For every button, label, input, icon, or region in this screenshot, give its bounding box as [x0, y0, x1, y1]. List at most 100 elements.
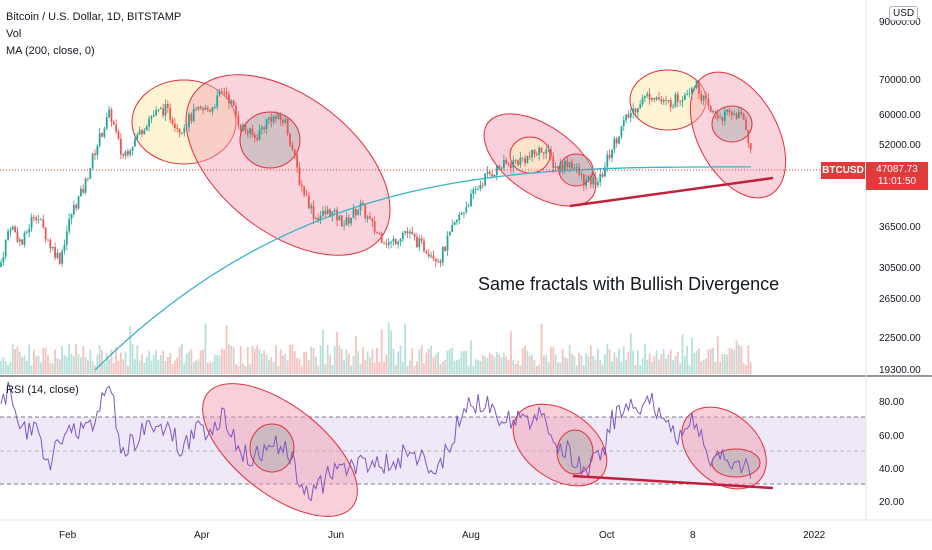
candle-body[interactable]	[216, 95, 219, 108]
candle-body[interactable]	[693, 87, 696, 89]
candle-body[interactable]	[157, 109, 160, 111]
candle-body[interactable]	[286, 119, 289, 135]
candle-body[interactable]	[152, 115, 155, 117]
candle-body[interactable]	[343, 225, 345, 227]
candle-body[interactable]	[681, 100, 684, 102]
candle-body[interactable]	[552, 156, 555, 168]
candle-body[interactable]	[44, 227, 47, 240]
candle-body[interactable]	[460, 213, 463, 215]
candle-body[interactable]	[218, 91, 221, 96]
candle-body[interactable]	[625, 114, 627, 120]
candle-body[interactable]	[239, 125, 242, 131]
candle-body[interactable]	[338, 215, 341, 221]
candle-body[interactable]	[61, 250, 63, 264]
candle-body[interactable]	[599, 174, 602, 182]
rsi-line[interactable]	[0, 381, 752, 502]
candle-body[interactable]	[30, 217, 33, 229]
candle-body[interactable]	[204, 107, 207, 110]
candle-body[interactable]	[533, 149, 536, 155]
candle-body[interactable]	[691, 88, 693, 93]
candle-body[interactable]	[521, 157, 524, 159]
candle-body[interactable]	[554, 166, 557, 168]
candle-body[interactable]	[484, 173, 486, 186]
candle-body[interactable]	[519, 157, 522, 165]
candle-body[interactable]	[726, 109, 729, 112]
candle-body[interactable]	[340, 215, 343, 227]
candle-body[interactable]	[561, 163, 564, 170]
candle-body[interactable]	[491, 174, 494, 177]
candle-body[interactable]	[458, 214, 461, 221]
candle-body[interactable]	[611, 149, 613, 158]
candle-body[interactable]	[197, 106, 200, 109]
candle-body[interactable]	[550, 149, 552, 157]
candle-body[interactable]	[322, 210, 324, 216]
candle-body[interactable]	[547, 149, 550, 150]
candle-body[interactable]	[352, 208, 355, 218]
candle-body[interactable]	[265, 119, 268, 130]
candle-body[interactable]	[747, 129, 750, 144]
candle-body[interactable]	[223, 91, 226, 93]
candle-body[interactable]	[84, 178, 87, 193]
candle-body[interactable]	[683, 94, 686, 101]
candle-body[interactable]	[387, 242, 390, 245]
candle-body[interactable]	[82, 188, 85, 193]
candle-body[interactable]	[249, 128, 251, 134]
candle-body[interactable]	[512, 160, 515, 168]
candle-body[interactable]	[199, 106, 202, 109]
candle-body[interactable]	[702, 95, 705, 101]
candle-body[interactable]	[709, 105, 712, 112]
candle-body[interactable]	[646, 93, 649, 96]
candle-body[interactable]	[510, 163, 512, 168]
candle-body[interactable]	[206, 107, 209, 110]
candle-body[interactable]	[601, 174, 604, 177]
candle-body[interactable]	[446, 235, 449, 251]
ma-legend[interactable]: MA (200, close, 0)	[6, 45, 95, 57]
candle-body[interactable]	[394, 239, 397, 245]
candle-body[interactable]	[25, 232, 28, 234]
candle-body[interactable]	[270, 117, 273, 122]
candle-body[interactable]	[105, 116, 108, 129]
candle-body[interactable]	[503, 159, 505, 168]
candle-body[interactable]	[42, 219, 45, 228]
candle-body[interactable]	[639, 104, 642, 109]
candle-body[interactable]	[263, 127, 266, 130]
candle-body[interactable]	[730, 112, 733, 115]
vol-legend[interactable]: Vol	[6, 28, 21, 40]
candle-body[interactable]	[545, 149, 548, 154]
candle-body[interactable]	[298, 167, 301, 185]
candle-body[interactable]	[326, 209, 329, 215]
candle-body[interactable]	[383, 242, 385, 244]
candle-body[interactable]	[632, 108, 635, 113]
candle-body[interactable]	[740, 112, 743, 114]
candle-body[interactable]	[230, 100, 233, 104]
candle-body[interactable]	[94, 153, 96, 155]
annotation-text[interactable]: Same fractals with Bullish Divergence	[478, 274, 779, 294]
candle-body[interactable]	[138, 130, 141, 135]
candle-body[interactable]	[634, 108, 637, 113]
candle-body[interactable]	[305, 194, 308, 196]
candle-body[interactable]	[232, 100, 235, 107]
candle-body[interactable]	[535, 154, 538, 156]
candle-body[interactable]	[242, 124, 244, 131]
candle-body[interactable]	[479, 184, 482, 189]
candle-body[interactable]	[620, 126, 623, 137]
candle-body[interactable]	[514, 160, 517, 161]
candle-body[interactable]	[427, 253, 430, 257]
candle-body[interactable]	[329, 209, 331, 217]
candle-body[interactable]	[72, 204, 75, 215]
candle-body[interactable]	[738, 112, 740, 119]
candle-body[interactable]	[35, 217, 38, 221]
candle-body[interactable]	[148, 118, 150, 127]
candle-body[interactable]	[75, 204, 78, 209]
candle-body[interactable]	[293, 149, 296, 155]
candle-body[interactable]	[183, 127, 186, 133]
candle-body[interactable]	[378, 232, 381, 234]
candle-body[interactable]	[498, 165, 501, 169]
candle-body[interactable]	[347, 217, 350, 224]
candle-body[interactable]	[411, 231, 414, 235]
candle-body[interactable]	[221, 91, 223, 93]
candle-body[interactable]	[359, 202, 362, 211]
candle-body[interactable]	[188, 114, 190, 127]
candle-body[interactable]	[615, 138, 618, 144]
candle-body[interactable]	[613, 138, 616, 150]
